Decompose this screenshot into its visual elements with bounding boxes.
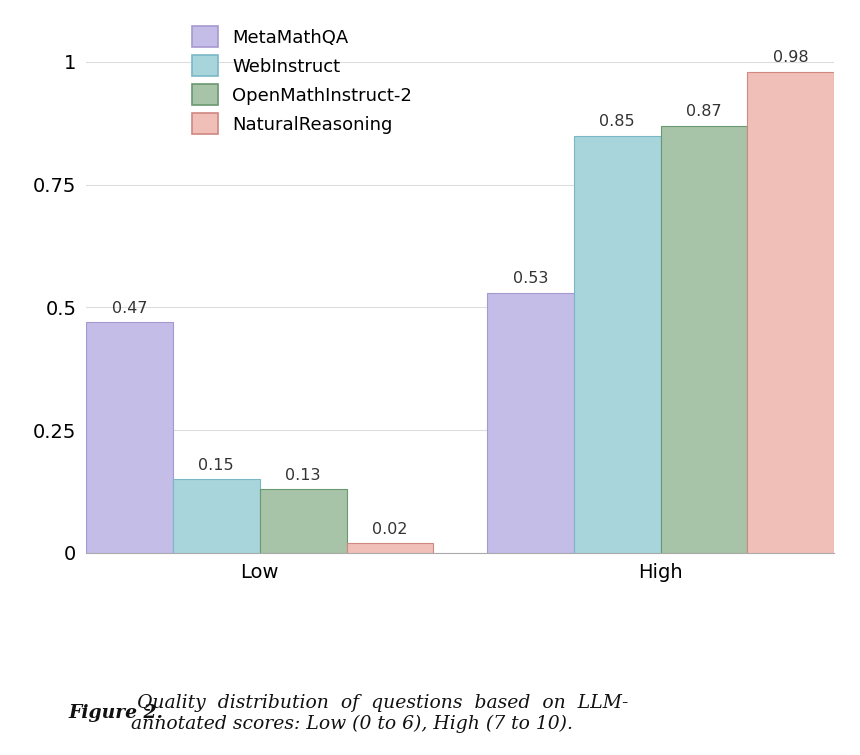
Bar [487, 293, 574, 553]
Text: 0.47: 0.47 [112, 300, 147, 316]
Legend: MetaMathQA, WebInstruct, OpenMathInstruct-2, NaturalReasoning: MetaMathQA, WebInstruct, OpenMathInstruc… [193, 26, 412, 134]
Bar [86, 322, 173, 553]
Bar [347, 543, 433, 553]
Bar [260, 489, 347, 553]
Text: 0.87: 0.87 [686, 104, 722, 119]
Text: 0.15: 0.15 [199, 458, 234, 473]
Text: 0.98: 0.98 [773, 51, 808, 66]
Text: 0.85: 0.85 [599, 114, 635, 129]
Bar [747, 72, 834, 553]
Text: 0.13: 0.13 [286, 467, 321, 482]
Text: 0.02: 0.02 [372, 522, 408, 537]
Bar [173, 479, 260, 553]
Text: 0.53: 0.53 [513, 271, 548, 286]
Text: Figure 2.: Figure 2. [69, 704, 163, 723]
Bar [660, 126, 747, 553]
Bar [574, 136, 660, 553]
Text: Quality  distribution  of  questions  based  on  LLM-
annotated scores: Low (0 t: Quality distribution of questions based … [131, 694, 628, 733]
